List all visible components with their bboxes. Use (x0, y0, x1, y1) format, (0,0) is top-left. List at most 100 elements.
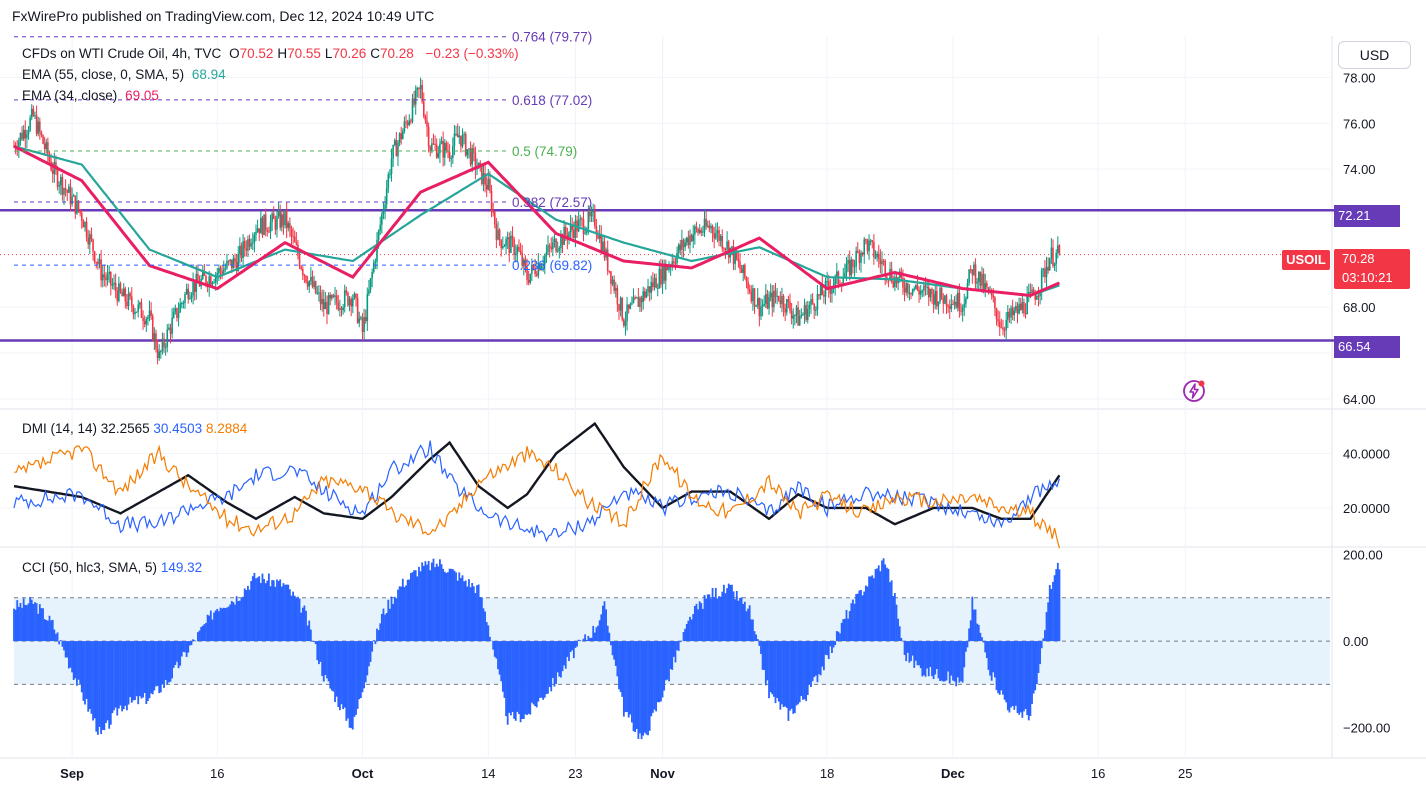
cci-bar (592, 625, 595, 642)
candle-body (111, 284, 114, 286)
ema55-line (13, 145, 1060, 297)
cci-bar (147, 641, 149, 701)
candle-body (761, 305, 764, 307)
candle-body (892, 281, 895, 288)
candle-body (711, 225, 714, 233)
cci-bar (713, 597, 716, 642)
fib-level-label: 0.5 (74.79) (512, 144, 577, 159)
candle-body (155, 333, 157, 350)
cci-bar (1055, 569, 1058, 642)
candle-body (352, 298, 354, 307)
cci-bar (763, 641, 766, 671)
candle-body (689, 235, 691, 245)
cci-bar (463, 581, 466, 642)
cci-bar (130, 641, 133, 703)
cci-bar (337, 641, 340, 707)
cci-bar (706, 594, 709, 642)
cci-bar (1042, 638, 1045, 642)
currency-button[interactable]: USD (1338, 41, 1411, 69)
cci-bar (250, 581, 253, 642)
cci-bar (881, 560, 883, 642)
candle-body (385, 188, 388, 205)
ohlc-h: H70.55 (277, 46, 321, 61)
candle-body (218, 268, 220, 274)
cci-bar (324, 641, 327, 676)
cci-bar (926, 641, 929, 669)
candle-body (932, 294, 935, 305)
candle-body (410, 120, 412, 122)
candle-body (395, 140, 398, 157)
cci-bar (866, 586, 869, 642)
candle-body (902, 277, 904, 288)
candle-body (180, 303, 183, 305)
candle-body (90, 234, 93, 240)
cci-bar (748, 605, 751, 642)
candle-body (802, 314, 804, 316)
cci-bar (661, 641, 664, 698)
cci-bar (710, 598, 712, 642)
cci-bar (564, 641, 567, 669)
cci-bar (151, 641, 154, 695)
cci-bar (834, 641, 837, 646)
cci-bar (739, 597, 741, 642)
lightning-icon[interactable] (1182, 379, 1206, 403)
cci-y-tick-label: −200.00 (1343, 721, 1390, 736)
cci-bar (201, 625, 204, 642)
candle-body (313, 281, 315, 287)
cci-bar (159, 641, 162, 693)
cci-bar (301, 607, 304, 642)
cci-bar (306, 625, 309, 642)
change-value: −0.23 (−0.33%) (425, 46, 519, 61)
candle-body (392, 144, 394, 159)
candle-body (531, 264, 533, 274)
candle-body (363, 317, 365, 333)
candle-body (826, 280, 828, 282)
candle-body (452, 145, 454, 159)
cci-bar (979, 632, 982, 642)
candle-body (455, 133, 457, 135)
cci-bar (406, 579, 409, 642)
candle-body (823, 295, 825, 297)
candle-body (748, 289, 751, 292)
candle-body (364, 317, 367, 322)
candle-body (818, 294, 820, 296)
candle-body (587, 211, 590, 229)
candle-body (251, 242, 254, 244)
level-tag-lower: 66.54 (1334, 336, 1400, 358)
candle-body (695, 226, 698, 229)
candle-body (861, 252, 864, 255)
cci-bar (985, 641, 988, 659)
candle-body (353, 293, 356, 299)
cci-bar (613, 641, 616, 660)
candle-body (119, 283, 122, 292)
cci-bar (280, 586, 283, 642)
candle-body (342, 307, 344, 311)
candle-body (703, 218, 706, 232)
cci-bar (916, 641, 919, 666)
cci-bar (966, 641, 969, 648)
candle-body (101, 274, 104, 281)
candle-body (890, 268, 893, 282)
cci-bar (442, 568, 445, 642)
candle-body (387, 174, 390, 189)
cci-bar (1050, 588, 1053, 642)
cci-bar (46, 620, 49, 642)
y-tick-label: 64.00 (1343, 392, 1376, 407)
candle-body (132, 306, 135, 315)
candle-body (845, 263, 848, 274)
candle-body (1058, 245, 1061, 254)
candle-body (214, 275, 217, 283)
cci-bar (197, 632, 199, 642)
candle-body (776, 295, 778, 297)
candle-body (47, 142, 49, 157)
candle-body (318, 292, 320, 294)
cci-bar (647, 641, 649, 736)
candle-body (647, 286, 649, 292)
candle-body (848, 260, 851, 276)
cci-bar (943, 641, 946, 682)
candle-body (285, 210, 288, 228)
cci-bar (268, 573, 270, 642)
candle-body (853, 266, 856, 268)
candle-body (1053, 263, 1056, 266)
